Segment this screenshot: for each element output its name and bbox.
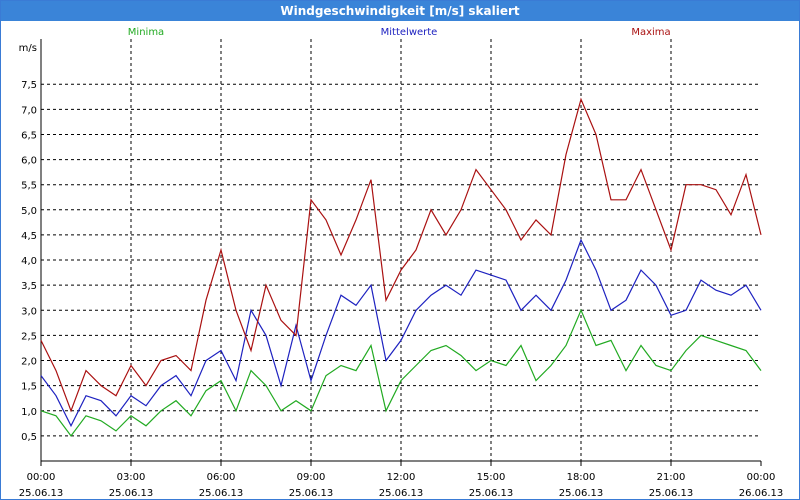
y-tick-label: 4,5 <box>21 231 37 242</box>
x-tick-time: 06:00 <box>207 472 236 483</box>
x-tick-time: 03:00 <box>117 472 146 483</box>
x-tick-date: 25.06.13 <box>649 488 694 499</box>
x-tick-time: 18:00 <box>567 472 596 483</box>
x-tick-date: 25.06.13 <box>469 488 514 499</box>
y-tick-label: 5,0 <box>21 206 37 217</box>
y-tick-label: 5,5 <box>21 181 37 192</box>
legend-maxima: Maxima <box>631 27 670 38</box>
x-tick-date: 26.06.13 <box>739 488 784 499</box>
legend-mittelwerte: Mittelwerte <box>381 27 438 38</box>
y-tick-label: 6,0 <box>21 156 37 167</box>
x-tick-date: 25.06.13 <box>109 488 154 499</box>
series-line-minima <box>40 308 762 437</box>
legend-minima: Minima <box>128 27 164 38</box>
series-line-mittelwerte <box>40 238 762 428</box>
y-tick-label: 6,5 <box>21 130 37 141</box>
x-tick-time: 09:00 <box>297 472 326 483</box>
y-tick-label: 7,5 <box>21 80 37 91</box>
x-tick-date: 25.06.13 <box>379 488 424 499</box>
x-tick-date: 25.06.13 <box>199 488 244 499</box>
x-tick-time: 15:00 <box>477 472 506 483</box>
x-tick-date: 25.06.13 <box>19 488 64 499</box>
x-tick-date: 25.06.13 <box>559 488 604 499</box>
x-tick-time: 00:00 <box>747 472 776 483</box>
y-tick-label: 1,0 <box>21 407 37 418</box>
series-line-maxima <box>40 97 762 413</box>
y-tick-label: 4,0 <box>21 256 37 267</box>
y-tick-label: 2,0 <box>21 357 37 368</box>
y-tick-label: 1,5 <box>21 382 37 393</box>
x-tick-time: 00:00 <box>27 472 56 483</box>
y-tick-label: 0,5 <box>21 432 37 443</box>
y-tick-label: 3,0 <box>21 306 37 317</box>
y-tick-label: 7,0 <box>21 105 37 116</box>
x-tick-time: 21:00 <box>657 472 686 483</box>
y-tick-label: 3,5 <box>21 281 37 292</box>
x-tick-date: 25.06.13 <box>289 488 334 499</box>
y-axis-label: m/s <box>19 43 37 54</box>
window-title: Windgeschwindigkeit [m/s] skaliert <box>1 1 799 21</box>
y-tick-label: 2,5 <box>21 331 37 342</box>
x-tick-time: 12:00 <box>387 472 416 483</box>
